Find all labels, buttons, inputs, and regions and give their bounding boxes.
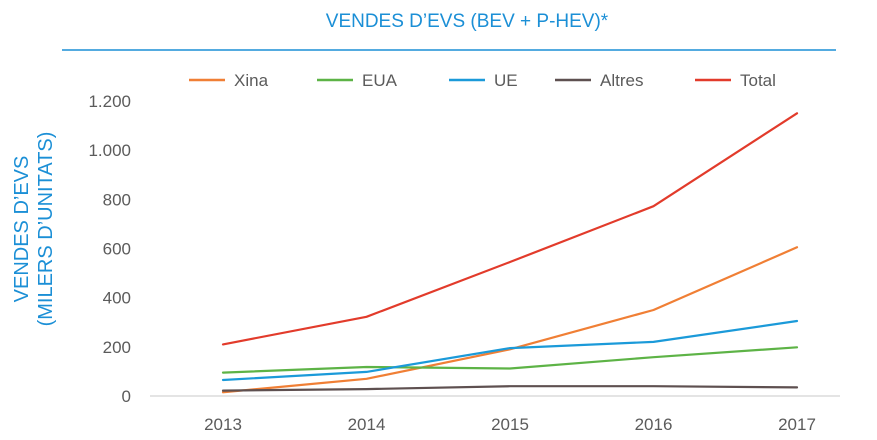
series-line-altres — [221, 385, 799, 392]
x-axis-ticks: 2013 2014 2015 2016 2017 — [204, 415, 816, 434]
y-tick-label: 0 — [122, 387, 131, 406]
legend-label-xina: Xina — [234, 71, 269, 90]
series-line-total — [221, 112, 799, 346]
legend-label-ue: UE — [494, 71, 518, 90]
x-tick-label: 2014 — [348, 415, 386, 434]
chart-title: VENDES D’EVS (BEV + P-HEV)* — [326, 11, 609, 32]
y-axis-label: VENDES D’EVS (MILERS D’UNITATS) — [11, 132, 57, 327]
y-tick-label: 1.000 — [88, 141, 131, 160]
y-tick-label: 1.200 — [88, 92, 131, 111]
x-tick-label: 2015 — [491, 415, 529, 434]
x-tick-label: 2016 — [635, 415, 673, 434]
series-line-xina — [221, 246, 799, 394]
y-axis-label-line-1: VENDES D’EVS — [11, 156, 33, 303]
x-tick-label: 2013 — [204, 415, 242, 434]
series-line-eua — [221, 346, 799, 374]
y-tick-label: 800 — [103, 190, 131, 209]
y-tick-label: 400 — [103, 289, 131, 308]
series-line-ue — [221, 319, 799, 382]
legend-label-eua: EUA — [362, 71, 398, 90]
plot-lines — [221, 112, 799, 394]
legend-label-altres: Altres — [600, 71, 643, 90]
legend-label-total: Total — [740, 71, 776, 90]
x-tick-label: 2017 — [778, 415, 816, 434]
y-axis-label-line-2: (MILERS D’UNITATS) — [35, 132, 57, 327]
y-tick-label: 200 — [103, 338, 131, 357]
legend: Xina EUA UE Altres Total — [189, 71, 776, 90]
y-axis-ticks: 0 200 400 600 800 1.000 1.200 — [88, 92, 131, 406]
y-tick-label: 600 — [103, 240, 131, 259]
